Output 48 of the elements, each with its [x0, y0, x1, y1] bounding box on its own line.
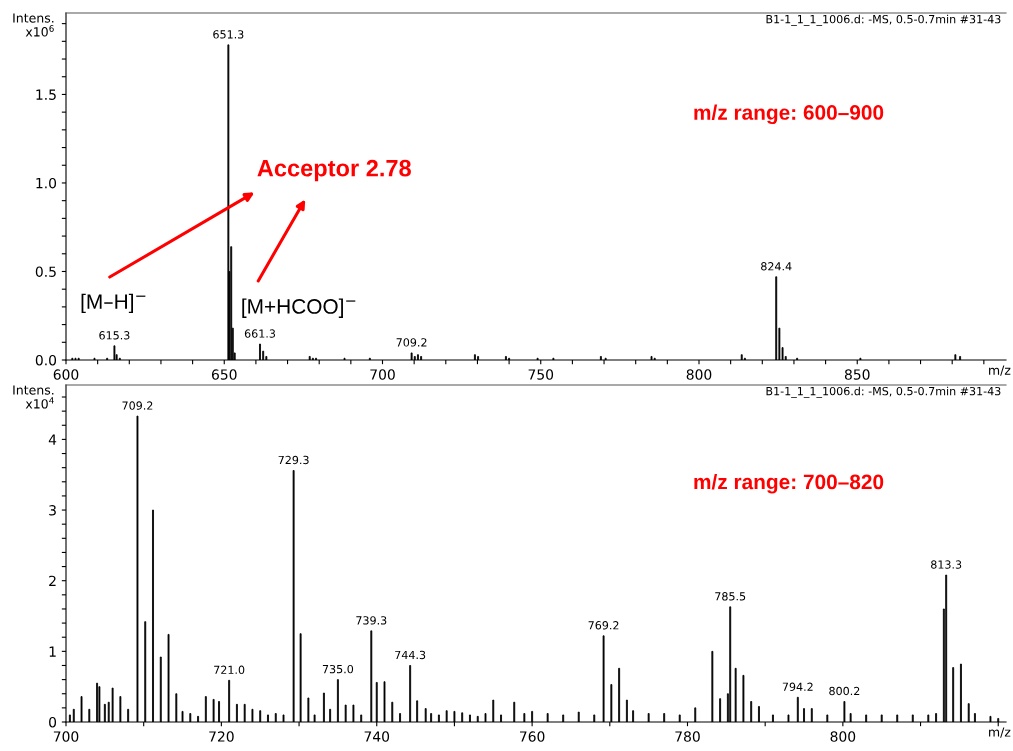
annotation: Acceptor 2.78	[257, 159, 411, 182]
chart-subtitle: B1-1_1_1_1006.d: -MS, 0.5-0.7min #31-43	[766, 14, 1001, 26]
annotation: 794.2	[782, 682, 813, 691]
y-axis-title: Intens. x10$^{6}$	[13, 13, 54, 37]
annotation: 735.0	[322, 664, 354, 674]
annotation: [M–H]$^{−}$	[81, 293, 146, 314]
annotation: 744.3	[395, 650, 426, 660]
x-tick-label: 740	[364, 731, 390, 742]
annotation: 813.3	[931, 560, 962, 569]
y-tick-label: 0.5	[35, 266, 56, 277]
y-tick-label: 1.5	[36, 89, 56, 100]
annotation: 824.4	[761, 262, 792, 271]
y-tick-label: 0.0	[35, 354, 57, 366]
annotation: 709.2	[122, 401, 153, 410]
annotation: [M+HCOO]$^{−}$	[242, 298, 356, 318]
x-tick-label: 700	[370, 369, 395, 380]
annotation: 739.3	[356, 616, 387, 625]
x-tick-label: 720	[209, 731, 234, 742]
y-tick-label: 2	[49, 575, 56, 586]
x-tick-label: 780	[675, 731, 700, 742]
x-tick-label: 800	[830, 731, 856, 742]
annotation: 651.3	[213, 30, 244, 39]
annotation: 785.5	[715, 592, 746, 601]
annotation: 729.3	[278, 455, 309, 465]
x-tick-label: 800	[686, 369, 712, 380]
x-axis-title: m/z	[989, 727, 1011, 738]
annotation: m/z range: 600–900	[694, 104, 884, 125]
annotation: 721.0	[214, 665, 245, 674]
annotation: 661.3	[244, 329, 276, 338]
annotation: 800.2	[829, 686, 860, 696]
x-tick-label: 650	[211, 369, 237, 380]
y-tick-label: 4	[48, 434, 57, 445]
annotation: 769.2	[588, 621, 619, 630]
annotation: 615.3	[99, 331, 130, 340]
chart-subtitle: B1-1_1_1_1006.d: -MS, 0.5-0.7min #31-43	[766, 386, 1001, 398]
y-tick-label: 1	[49, 646, 56, 657]
y-tick-label: 0	[49, 716, 57, 728]
x-tick-label: 700	[53, 731, 79, 742]
x-tick-label: 760	[520, 731, 545, 742]
y-axis-title: Intens. x10$^{4}$	[13, 385, 54, 409]
x-tick-label: 750	[528, 369, 554, 380]
y-tick-label: 1.0	[36, 177, 57, 189]
x-axis-title: m/z	[989, 365, 1011, 376]
x-tick-label: 600	[53, 369, 79, 380]
annotation: m/z range: 700–820	[694, 473, 884, 494]
annotation: 709.2	[396, 338, 427, 347]
x-tick-label: 850	[844, 369, 870, 380]
y-tick-label: 3	[49, 505, 56, 516]
